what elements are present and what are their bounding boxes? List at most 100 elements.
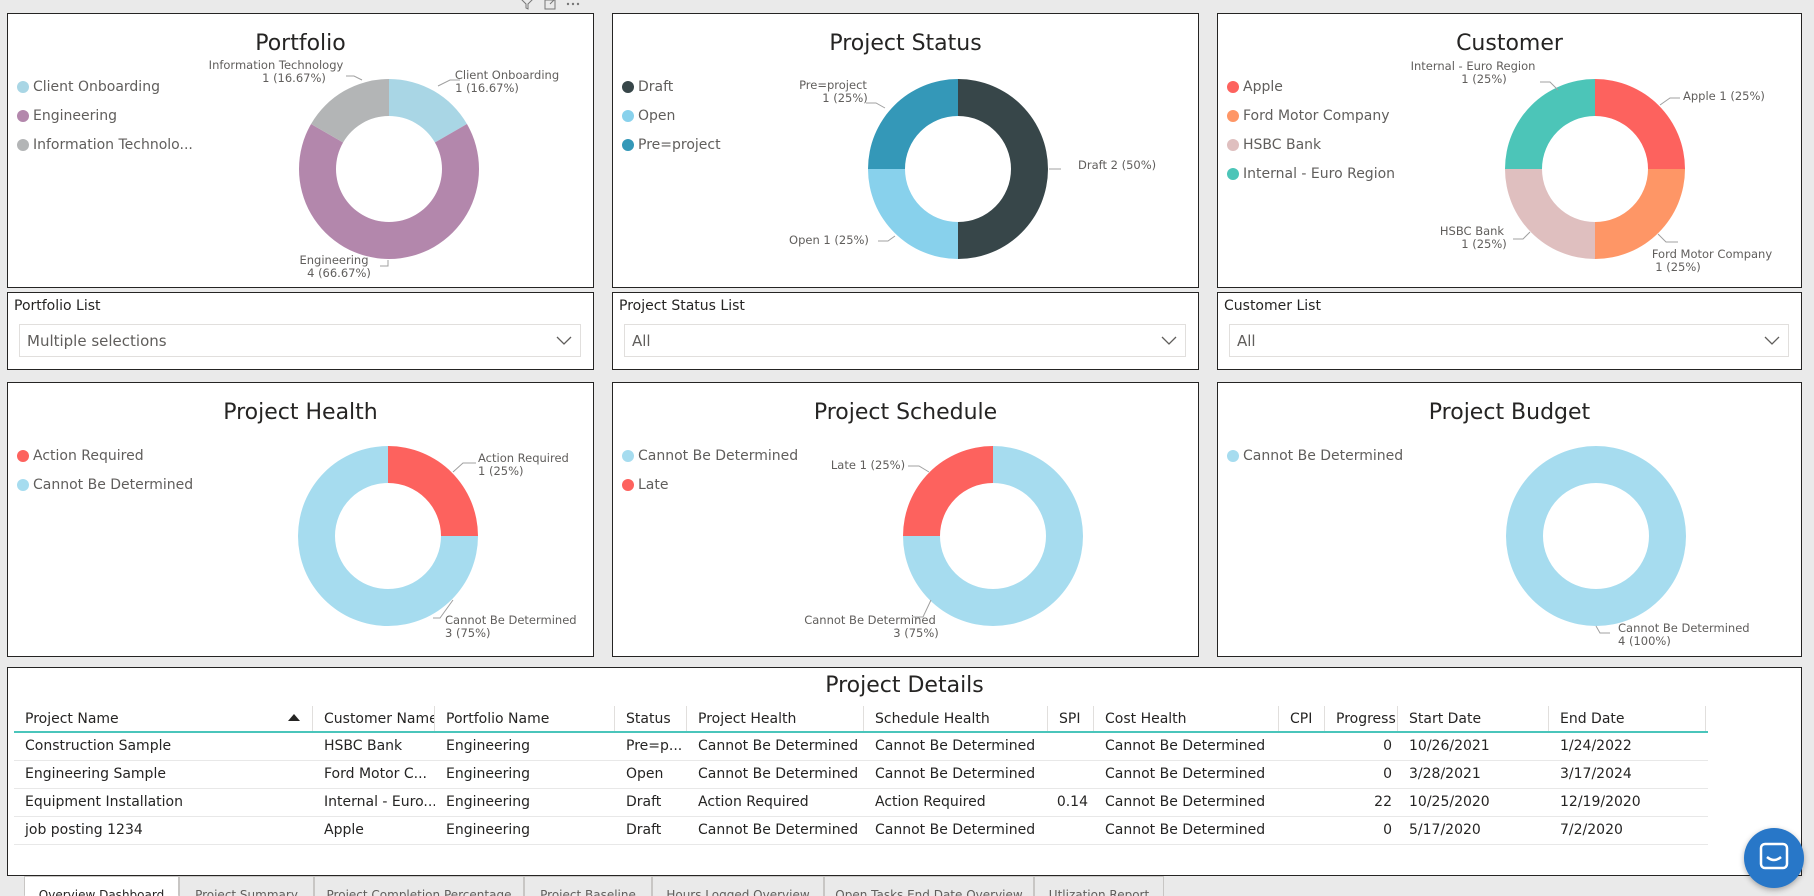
- table-cell: Construction Sample: [25, 738, 172, 754]
- legend-item-internal[interactable]: Internal - Euro Region: [1227, 159, 1395, 188]
- legend-item-open[interactable]: Open: [622, 101, 721, 130]
- project-budget-card[interactable]: Project Budget Cannot Be Determined Cann…: [1217, 382, 1802, 657]
- donut-slice-pre-project[interactable]: [868, 79, 958, 169]
- column-header[interactable]: Project Health: [687, 706, 864, 731]
- project-details-card[interactable]: Project Details Project Name Customer Nam…: [7, 667, 1802, 876]
- donut-slice-action-required[interactable]: [388, 446, 478, 536]
- portfolio-slicer[interactable]: Portfolio List Multiple selections: [7, 292, 594, 370]
- legend-item-cannot-be-determined[interactable]: Cannot Be Determined: [1227, 441, 1403, 470]
- customer-dropdown[interactable]: All: [1229, 324, 1789, 357]
- leader-line: [1595, 625, 1610, 634]
- filter-icon[interactable]: [520, 0, 534, 10]
- column-header[interactable]: Portfolio Name: [435, 706, 615, 731]
- table-cell: Cannot Be Determined: [875, 766, 1036, 782]
- table-row[interactable]: job posting 1234 Apple Engineering Draft Can…: [14, 817, 1708, 845]
- donut-slice-cannot-be-determined[interactable]: [903, 446, 1083, 626]
- leader-line: [1657, 233, 1678, 243]
- legend-dot: [17, 449, 29, 462]
- column-header[interactable]: Project Name: [14, 706, 313, 731]
- donut-slice-engineering[interactable]: [299, 124, 479, 259]
- legend-item-cannot-be-determined[interactable]: Cannot Be Determined: [622, 441, 798, 470]
- tab-utilization-report[interactable]: Utlization Report: [1034, 876, 1164, 896]
- table-cell: Pre=p...: [626, 738, 683, 754]
- portfolio-dropdown-value: Multiple selections: [27, 332, 167, 350]
- column-header[interactable]: Cost Health: [1094, 706, 1279, 731]
- donut-slice-draft[interactable]: [958, 79, 1048, 259]
- donut-slice-hsbc-bank[interactable]: [1505, 169, 1595, 259]
- legend-item-information-technology[interactable]: Information Technolo...: [17, 130, 193, 159]
- donut-slice-cannot-be-determined[interactable]: [298, 446, 478, 626]
- tab-hours-logged-overview[interactable]: Hours Logged Overview: [652, 876, 824, 896]
- project-health-legend: Action Required Cannot Be Determined: [17, 441, 193, 499]
- table-cell: Open: [626, 766, 664, 782]
- tab-open-tasks-end-date-overview[interactable]: Open Tasks End Date Overview: [824, 876, 1034, 896]
- table-row[interactable]: Equipment Installation Internal - Euro...…: [14, 789, 1708, 817]
- legend-label: Ford Motor Company: [1243, 107, 1390, 124]
- donut-slice-apple[interactable]: [1595, 79, 1685, 169]
- project-status-title: Project Status: [829, 31, 982, 56]
- column-header[interactable]: SPI: [1048, 706, 1094, 731]
- chat-button[interactable]: [1744, 828, 1804, 888]
- leader-line: [878, 235, 896, 242]
- leader-line: [1513, 231, 1531, 240]
- table-cell: Equipment Installation: [25, 794, 183, 810]
- project-health-donut: Action Required 1 (25%) Cannot Be Determ…: [298, 446, 577, 640]
- column-header[interactable]: Status: [615, 706, 687, 731]
- legend-dot: [622, 138, 634, 151]
- tab-project-completion-percentage[interactable]: Project Completion Percentage: [314, 876, 524, 896]
- legend-label: Apple: [1243, 78, 1283, 95]
- column-header[interactable]: Customer Name: [313, 706, 435, 731]
- table-row[interactable]: Construction Sample HSBC Bank Engineering P…: [14, 733, 1708, 761]
- legend-item-cannot-be-determined[interactable]: Cannot Be Determined: [17, 470, 193, 499]
- table-row[interactable]: Engineering Sample Ford Motor C... Enginee…: [14, 761, 1708, 789]
- tab-overview-dashboard[interactable]: Overview Dashboard: [24, 876, 179, 896]
- donut-slice-ford-motor-company[interactable]: [1595, 169, 1685, 259]
- column-header[interactable]: Start Date: [1398, 706, 1549, 731]
- portfolio-card[interactable]: Portfolio Client Onboarding Engineering …: [7, 13, 594, 288]
- column-header[interactable]: End Date: [1549, 706, 1706, 731]
- legend-item-client-onboarding[interactable]: Client Onboarding: [17, 72, 193, 101]
- legend-item-pre-project[interactable]: Pre=project: [622, 130, 721, 159]
- legend-label: Cannot Be Determined: [1243, 447, 1404, 464]
- project-health-card[interactable]: Project Health Action Required Cannot Be…: [7, 382, 594, 657]
- donut-slice-information-technology[interactable]: [311, 79, 389, 143]
- chat-icon: [1759, 842, 1789, 870]
- project-status-card[interactable]: Project Status Draft Open Pre=project Dr…: [612, 13, 1199, 288]
- project-status-slicer[interactable]: Project Status List All: [612, 292, 1199, 370]
- legend-item-hsbc[interactable]: HSBC Bank: [1227, 130, 1395, 159]
- legend-item-late[interactable]: Late: [622, 470, 798, 499]
- slice-label-engineering: Engineering: [300, 253, 369, 267]
- legend-item-ford[interactable]: Ford Motor Company: [1227, 101, 1395, 130]
- sort-ascending-icon[interactable]: [288, 714, 300, 721]
- table-cell: Internal - Euro...: [324, 794, 435, 810]
- donut-slice-late[interactable]: [903, 446, 993, 536]
- project-schedule-card[interactable]: Project Schedule Cannot Be Determined La…: [612, 382, 1199, 657]
- slice-label-pre-project-value: 1 (25%): [822, 91, 868, 105]
- customer-card[interactable]: Customer Apple Ford Motor Company HSBC B…: [1217, 13, 1802, 288]
- tab-project-summary[interactable]: Project Summary: [179, 876, 314, 896]
- column-header[interactable]: Progress: [1325, 706, 1398, 731]
- legend-label: HSBC Bank: [1243, 136, 1322, 153]
- chevron-down-icon: [556, 336, 572, 345]
- portfolio-title: Portfolio: [255, 31, 346, 56]
- column-header[interactable]: CPI: [1279, 706, 1325, 731]
- legend-item-apple[interactable]: Apple: [1227, 72, 1395, 101]
- more-options-icon[interactable]: [566, 0, 580, 10]
- project-status-dropdown[interactable]: All: [624, 324, 1186, 357]
- slice-label-engineering-value: 4 (66.67%): [307, 266, 371, 280]
- donut-slice-client-onboarding[interactable]: [389, 79, 467, 143]
- table-cell: 1/24/2022: [1560, 738, 1632, 754]
- focus-mode-icon[interactable]: [543, 0, 557, 10]
- column-header[interactable]: Schedule Health: [864, 706, 1048, 731]
- donut-slice-cannot-be-determined[interactable]: [1506, 446, 1686, 626]
- donut-slice-internal-euro-region[interactable]: [1505, 79, 1595, 169]
- legend-item-draft[interactable]: Draft: [622, 72, 721, 101]
- legend-item-engineering[interactable]: Engineering: [17, 101, 193, 130]
- portfolio-dropdown[interactable]: Multiple selections: [19, 324, 581, 357]
- project-status-dropdown-value: All: [632, 332, 651, 350]
- legend-label: Cannot Be Determined: [638, 447, 799, 464]
- legend-item-action-required[interactable]: Action Required: [17, 441, 193, 470]
- customer-slicer[interactable]: Customer List All: [1217, 292, 1802, 370]
- donut-slice-open[interactable]: [868, 169, 958, 259]
- tab-project-baseline[interactable]: Project Baseline: [524, 876, 652, 896]
